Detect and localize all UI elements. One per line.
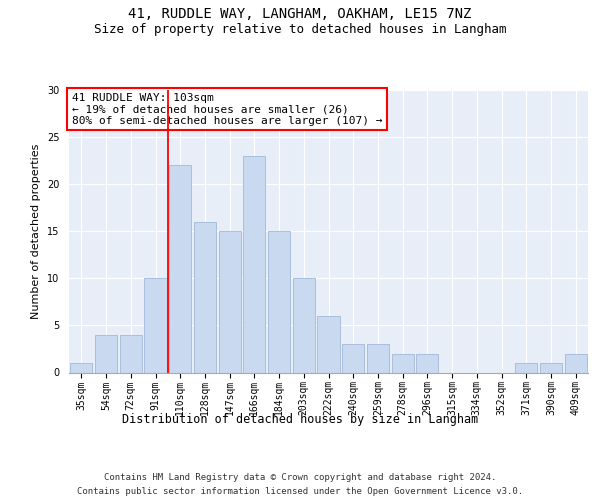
Bar [293,278,315,372]
Bar [169,166,191,372]
Text: Contains public sector information licensed under the Open Government Licence v3: Contains public sector information licen… [77,488,523,496]
Bar [515,363,538,372]
Bar [342,344,364,372]
Bar [540,363,562,372]
Bar [317,316,340,372]
Text: 41 RUDDLE WAY: 103sqm
← 19% of detached houses are smaller (26)
80% of semi-deta: 41 RUDDLE WAY: 103sqm ← 19% of detached … [71,93,382,126]
Bar [416,354,439,372]
Bar [268,231,290,372]
Bar [392,354,414,372]
Bar [119,335,142,372]
Bar [145,278,167,372]
Y-axis label: Number of detached properties: Number of detached properties [31,144,41,319]
Bar [367,344,389,372]
Bar [243,156,265,372]
Text: 41, RUDDLE WAY, LANGHAM, OAKHAM, LE15 7NZ: 41, RUDDLE WAY, LANGHAM, OAKHAM, LE15 7N… [128,8,472,22]
Text: Size of property relative to detached houses in Langham: Size of property relative to detached ho… [94,22,506,36]
Bar [218,231,241,372]
Bar [194,222,216,372]
Text: Distribution of detached houses by size in Langham: Distribution of detached houses by size … [122,412,478,426]
Text: Contains HM Land Registry data © Crown copyright and database right 2024.: Contains HM Land Registry data © Crown c… [104,472,496,482]
Bar [565,354,587,372]
Bar [95,335,117,372]
Bar [70,363,92,372]
